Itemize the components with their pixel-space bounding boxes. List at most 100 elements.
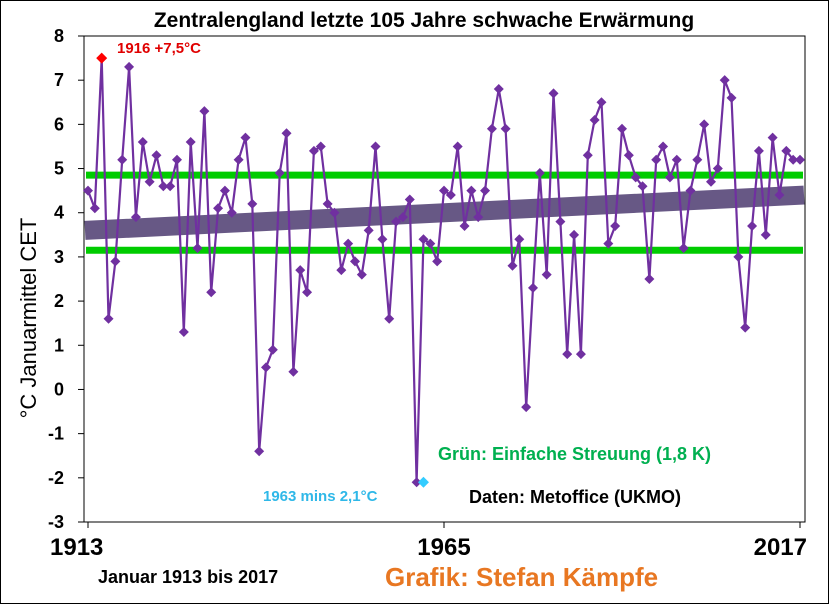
data-point (651, 154, 662, 165)
data-point (356, 269, 367, 280)
data-point (288, 366, 299, 377)
data-point (706, 176, 716, 187)
data-point (199, 106, 210, 117)
data-point (130, 212, 141, 223)
data-point (377, 234, 388, 245)
data-point (370, 141, 381, 152)
min-point (417, 476, 429, 488)
data-point (308, 145, 319, 156)
data-point (124, 61, 135, 72)
data-point (452, 141, 463, 152)
max-point (96, 52, 108, 64)
data-point (89, 203, 100, 214)
y-tick-label: 5 (54, 159, 64, 179)
data-point (534, 167, 545, 178)
data-point (596, 97, 607, 108)
data-point (473, 212, 484, 223)
data-point (240, 132, 251, 143)
data-point (233, 154, 244, 165)
series-line (86, 56, 800, 484)
data-point (110, 256, 121, 267)
data-point (500, 123, 511, 134)
data-point (747, 220, 758, 231)
data-point (493, 84, 504, 95)
data-point (295, 265, 306, 276)
y-tick-label: -1 (48, 424, 64, 444)
data-point (206, 287, 217, 298)
data-point (137, 137, 148, 148)
data-point (712, 163, 723, 174)
data-point (274, 167, 285, 178)
data-point (172, 154, 182, 165)
y-tick-label: 1 (54, 335, 64, 355)
data-point (439, 185, 449, 196)
data-point (719, 75, 730, 86)
data-point (445, 190, 456, 201)
data-point (397, 212, 408, 223)
data-point (151, 150, 162, 161)
data-point (589, 114, 600, 125)
data-point (158, 181, 169, 192)
source-annotation: Daten: Metoffice (UKMO) (469, 487, 681, 507)
band-annotation: Grün: Einfache Streuung (1,8 K) (438, 444, 711, 464)
data-point (664, 172, 675, 183)
subtitle: Januar 1913 bis 2017 (98, 567, 278, 587)
data-point (336, 265, 347, 276)
y-tick-label: -2 (48, 468, 64, 488)
data-point (267, 344, 278, 355)
data-point (363, 225, 374, 236)
data-point (767, 132, 778, 143)
data-point (671, 154, 682, 165)
data-point (562, 349, 573, 360)
y-tick-label: 7 (54, 70, 64, 90)
data-point (281, 128, 292, 139)
data-point (658, 141, 669, 152)
data-point (219, 185, 230, 196)
x-tick-label: 1965 (417, 534, 470, 561)
data-point (391, 216, 402, 227)
data-point (411, 477, 422, 488)
data-point (726, 92, 737, 103)
y-tick-label: -3 (48, 512, 64, 532)
data-point (144, 176, 155, 187)
data-point (610, 220, 621, 231)
data-point (507, 260, 518, 271)
data-point (418, 234, 429, 245)
data-point (213, 203, 224, 214)
data-point (788, 154, 799, 165)
data-point (630, 172, 641, 183)
data-point (83, 185, 93, 196)
data-point (733, 251, 744, 262)
data-point (459, 220, 470, 231)
data-point (384, 313, 395, 324)
data-point (480, 185, 491, 196)
data-point (582, 150, 593, 161)
y-axis-label: °C Januarmittel CET (16, 218, 41, 419)
y-tick-label: 3 (54, 247, 64, 267)
data-point (685, 185, 696, 196)
x-tick-label: 2017 (754, 534, 807, 561)
data-point (637, 181, 648, 192)
data-point (350, 256, 360, 267)
data-point (254, 446, 265, 457)
data-point (165, 181, 176, 192)
data-point (432, 256, 443, 267)
data-point (315, 141, 326, 152)
data-point (247, 198, 258, 209)
y-tick-label: 8 (54, 26, 64, 46)
data-point (261, 362, 271, 373)
data-point (692, 154, 703, 165)
credit: Grafik: Stefan Kämpfe (385, 562, 658, 592)
y-tick-label: 2 (54, 291, 64, 311)
data-point (555, 216, 566, 227)
data-point (514, 234, 525, 245)
data-point (486, 123, 497, 134)
data-point (575, 349, 586, 360)
data-point (322, 198, 333, 209)
data-point (425, 238, 436, 249)
data-point (548, 88, 559, 99)
data-point (678, 243, 689, 254)
data-point (329, 207, 340, 218)
data-point (404, 194, 415, 205)
